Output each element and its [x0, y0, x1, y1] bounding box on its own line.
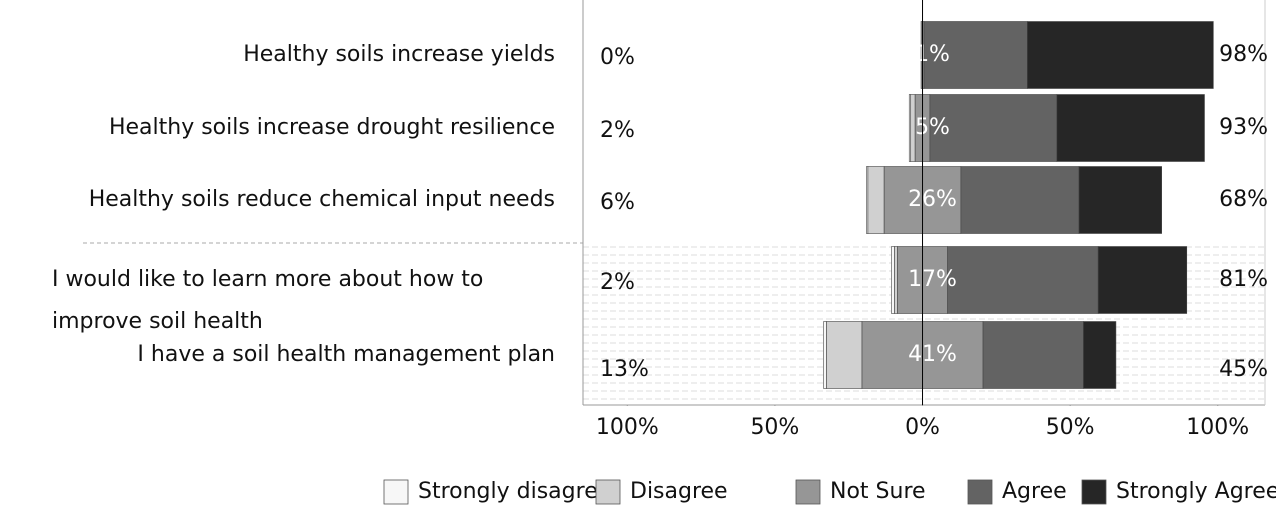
agree-label: 93% — [1219, 115, 1268, 140]
legend-swatch — [795, 479, 821, 505]
agree-label: 45% — [1219, 357, 1268, 382]
bar-segment — [1056, 94, 1205, 162]
bar-segment — [1078, 166, 1162, 234]
x-tick-label: 100% — [596, 415, 659, 440]
bar-segment — [867, 166, 885, 234]
agree-label: 68% — [1219, 187, 1268, 212]
legend-label: Disagree — [630, 479, 728, 504]
legend-swatch — [595, 479, 621, 505]
neutral-label: 1% — [915, 42, 950, 67]
legend-label: Agree — [1002, 479, 1067, 504]
disagree-label: 0% — [600, 45, 635, 70]
disagree-label: 2% — [600, 270, 635, 295]
legend-label: Not Sure — [830, 479, 926, 504]
bar-segment — [960, 166, 1080, 234]
agree-label: 98% — [1219, 42, 1268, 67]
bar-segment — [1083, 321, 1117, 389]
neutral-label: 5% — [915, 115, 950, 140]
bar-segment — [929, 94, 1058, 162]
bar-segment — [891, 246, 895, 314]
category-label: Healthy soils increase drought resilienc… — [109, 115, 555, 140]
disagree-label: 6% — [600, 190, 635, 215]
legend-swatch — [1081, 479, 1107, 505]
disagree-label: 2% — [600, 118, 635, 143]
legend-swatch — [383, 479, 409, 505]
bar-segment — [947, 246, 1099, 314]
agree-label: 81% — [1219, 267, 1268, 292]
legend-swatch — [967, 479, 993, 505]
bar-segment — [982, 321, 1084, 389]
neutral-label: 26% — [908, 187, 957, 212]
bar-segment — [1097, 246, 1188, 314]
bar-segment — [923, 21, 1028, 89]
bar-segment — [894, 246, 898, 314]
x-tick-label: 100% — [1186, 415, 1249, 440]
legend-label: Strongly disagree — [418, 479, 611, 504]
neutral-label: 17% — [908, 267, 957, 292]
neutral-label: 41% — [908, 342, 957, 367]
bar-segment — [823, 321, 827, 389]
x-tick-label: 50% — [750, 415, 799, 440]
bar-segment — [826, 321, 863, 389]
bar-segment — [1027, 21, 1214, 89]
category-label: Healthy soils increase yields — [243, 42, 555, 67]
category-label: Healthy soils reduce chemical input need… — [89, 187, 555, 212]
x-tick-label: 0% — [905, 415, 940, 440]
legend-label: Strongly Agree — [1116, 479, 1276, 504]
x-tick-label: 50% — [1046, 415, 1095, 440]
category-label: I would like to learn more about how to i… — [52, 267, 483, 334]
category-label: I have a soil health management plan — [137, 342, 555, 367]
disagree-label: 13% — [600, 357, 649, 382]
